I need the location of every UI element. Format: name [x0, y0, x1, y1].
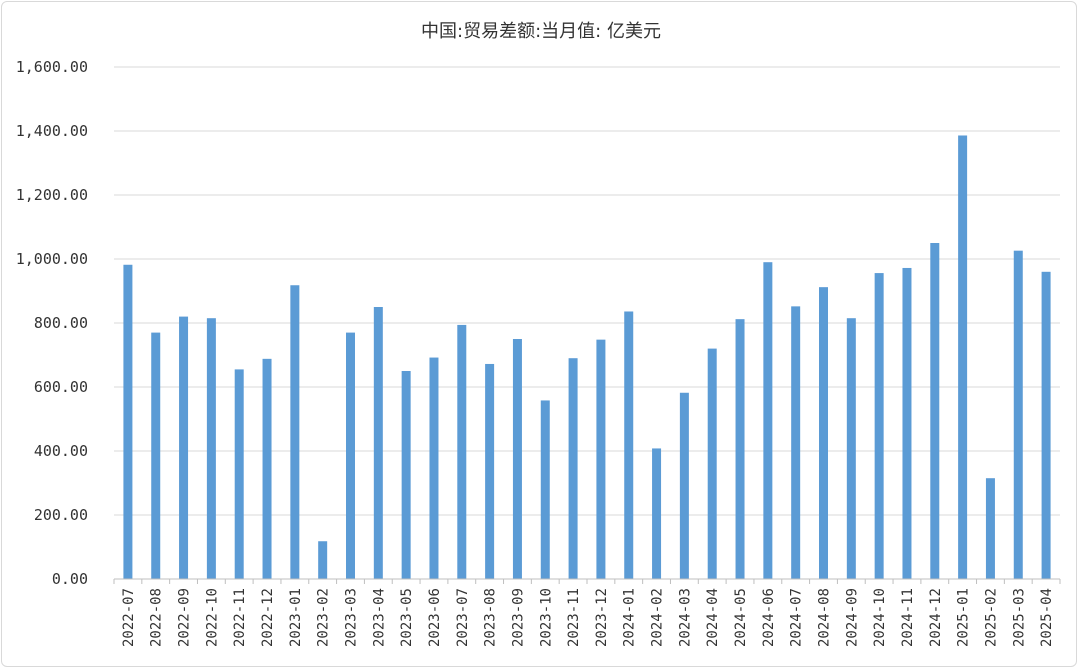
bar — [568, 358, 578, 579]
bars — [123, 135, 1051, 580]
bar — [206, 318, 216, 579]
bar — [1041, 271, 1051, 579]
x-tick-label: 2023-04 — [371, 588, 387, 647]
y-tick-label: 1,200.00 — [16, 186, 88, 204]
bar — [234, 369, 244, 579]
x-tick-label: 2024-07 — [789, 588, 805, 647]
bar — [819, 287, 828, 579]
bar — [290, 285, 300, 579]
x-tick-label: 2023-02 — [316, 588, 332, 647]
x-tick-label: 2025-04 — [1039, 588, 1055, 647]
x-tick-label: 2022-10 — [204, 588, 220, 647]
x-tick-label: 2022-09 — [177, 588, 193, 647]
bar — [679, 392, 689, 579]
bar — [985, 478, 995, 579]
bar — [652, 448, 662, 579]
x-tick-label: 2024-02 — [650, 588, 666, 647]
x-tick-label: 2023-01 — [288, 588, 304, 647]
bar — [958, 135, 968, 580]
x-tick-label: 2024-06 — [761, 588, 777, 647]
x-tick-label: 2023-03 — [344, 588, 360, 647]
bar — [485, 363, 495, 579]
x-tick-label: 2023-10 — [538, 588, 554, 647]
bar — [707, 348, 717, 579]
x-tick-label: 2022-07 — [121, 588, 137, 647]
x-tick-label: 2023-11 — [566, 588, 582, 647]
y-axis-ticks: 0.00 200.00 400.00 600.00 800.00 1,000.00 1,20… — [16, 58, 88, 588]
bar — [512, 339, 522, 579]
y-tick-label: 600.00 — [34, 378, 88, 396]
x-tick-label: 2024-01 — [622, 588, 638, 647]
gridlines — [114, 66, 1060, 516]
chart-title: 中国:贸易差额:当月值: 亿美元 — [421, 21, 661, 42]
y-tick-label: 800.00 — [34, 314, 88, 332]
x-tick-label: 2023-06 — [427, 588, 443, 647]
y-tick-label: 400.00 — [34, 442, 88, 460]
x-tick-label: 2024-03 — [677, 588, 693, 647]
bar — [346, 332, 355, 579]
y-tick-label: 0.00 — [52, 570, 88, 588]
x-tick-label: 2022-08 — [149, 588, 165, 647]
y-tick-label: 200.00 — [34, 506, 88, 524]
bar — [902, 267, 912, 579]
bar — [373, 307, 383, 579]
bar — [179, 316, 189, 579]
bar — [457, 324, 467, 579]
bar — [318, 541, 328, 579]
bar — [735, 319, 745, 579]
bar — [930, 243, 940, 579]
x-tick-label: 2023-05 — [399, 588, 415, 647]
x-tick-label: 2025-01 — [956, 588, 972, 647]
x-tick-label: 2023-09 — [510, 588, 526, 647]
bar — [791, 306, 801, 579]
bar — [1013, 250, 1023, 579]
x-tick-label: 2025-02 — [983, 588, 999, 647]
bar — [846, 318, 856, 579]
x-tick-label: 2024-08 — [817, 588, 833, 647]
bar — [763, 262, 773, 579]
bar — [540, 400, 550, 579]
bar — [262, 358, 272, 579]
x-tick-label: 2023-07 — [455, 588, 471, 647]
x-tick-label: 2024-10 — [872, 588, 888, 647]
x-tick-label: 2022-12 — [260, 588, 276, 647]
x-tick-label: 2024-09 — [844, 588, 860, 647]
bar — [874, 273, 884, 579]
y-tick-label: 1,600.00 — [16, 58, 88, 76]
x-tick-label: 2024-05 — [733, 588, 749, 647]
bar — [624, 311, 634, 579]
x-tick-label: 2025-03 — [1011, 588, 1027, 647]
bar — [596, 339, 606, 579]
bar — [123, 264, 133, 579]
x-tick-label: 2022-11 — [232, 588, 248, 647]
bar — [429, 357, 439, 579]
bar — [401, 371, 411, 579]
x-tick-label: 2024-12 — [928, 588, 944, 647]
y-tick-label: 1,400.00 — [16, 122, 88, 140]
x-axis-ticks: 2022-07 2022-08 2022-09 2022-10 2022-11 2022-… — [113, 579, 1061, 647]
y-tick-label: 1,000.00 — [16, 250, 88, 268]
x-tick-label: 2023-08 — [483, 588, 499, 647]
x-tick-label: 2024-11 — [900, 588, 916, 647]
bar — [151, 332, 161, 579]
x-tick-label: 2024-04 — [705, 588, 721, 647]
x-tick-label: 2023-12 — [594, 588, 610, 647]
